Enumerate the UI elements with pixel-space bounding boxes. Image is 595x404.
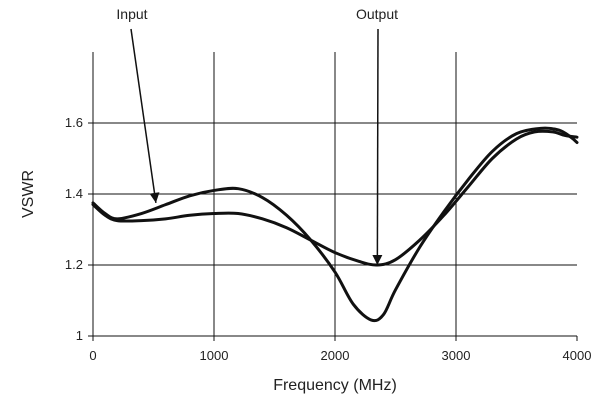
output-annotation-arrow-line [376,28,379,266]
grid-layer [93,52,577,336]
x-tick-label: 2000 [321,348,350,363]
input-annotation-arrow-head [149,192,160,203]
series-line-input [91,126,579,323]
series-line-output [91,129,579,267]
input-annotation-arrow-line [130,28,157,203]
y-tick-label: 1 [76,328,83,343]
x-axis-label: Frequency (MHz) [273,377,397,394]
series-layer [91,126,579,323]
x-tick-label: 1000 [200,348,229,363]
x-tick-label: 0 [89,348,96,363]
y-axis-label: VSWR [20,170,37,218]
y-tick-label: 1.2 [65,257,83,272]
y-tick-label: 1.6 [65,115,83,130]
y-tick-label: 1.4 [65,186,83,201]
x-tick-label: 3000 [442,348,471,363]
x-tick-label: 4000 [563,348,592,363]
output-annotation-arrow-head [372,254,383,265]
input-annotation-label: Input [116,6,147,22]
output-annotation-label: Output [356,6,398,22]
axis-layer: 0 1000 2000 3000 4000 1 1.2 1.4 1.6 Frequency (MH… [20,52,591,394]
annotation-layer: Input Output [116,6,398,266]
